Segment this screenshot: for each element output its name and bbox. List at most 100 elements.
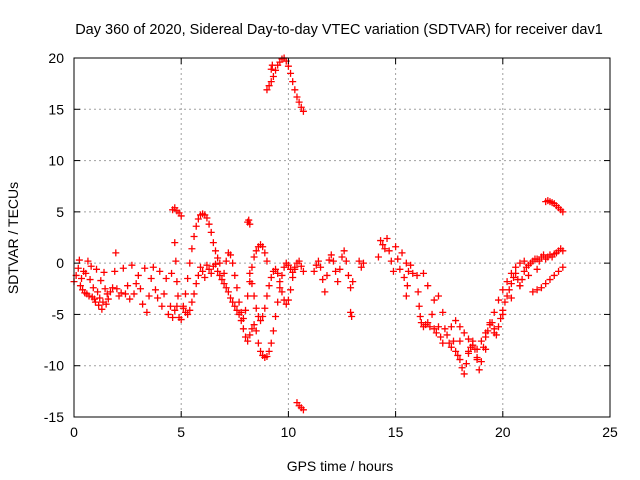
data-point	[87, 262, 95, 270]
y-tick-label: 5	[56, 204, 64, 220]
data-point	[126, 295, 134, 303]
grid-lines	[74, 58, 610, 417]
data-point	[443, 331, 451, 339]
data-point	[124, 282, 132, 290]
data-point	[396, 265, 404, 273]
data-point	[265, 347, 273, 355]
data-point	[141, 264, 149, 272]
data-point	[458, 364, 466, 372]
data-point	[501, 298, 509, 306]
y-tick-label: 20	[48, 50, 64, 66]
data-point	[158, 302, 166, 310]
y-tick-label: 10	[48, 153, 64, 169]
data-point	[452, 347, 460, 355]
data-point	[383, 235, 391, 243]
data-point	[377, 237, 385, 245]
data-point	[190, 290, 198, 298]
data-point	[525, 271, 533, 279]
data-point	[259, 312, 267, 320]
data-point	[499, 310, 507, 318]
data-point	[267, 65, 275, 73]
data-point	[162, 275, 170, 283]
data-point	[516, 259, 524, 267]
y-axis-ticks: -15 -10 -5 0 5 10 15 20	[44, 50, 610, 425]
data-point	[417, 319, 425, 327]
data-point	[151, 286, 159, 294]
data-point	[205, 265, 213, 273]
data-point	[143, 308, 151, 316]
data-point	[172, 257, 180, 265]
data-point	[409, 269, 417, 277]
data-point	[413, 271, 421, 279]
data-point	[121, 290, 129, 298]
data-point	[486, 319, 494, 327]
x-tick-label: 25	[602, 424, 618, 440]
data-point	[415, 302, 423, 310]
data-point	[212, 247, 220, 255]
data-point	[179, 302, 187, 310]
data-point	[475, 366, 483, 374]
data-point	[295, 257, 303, 265]
data-point	[559, 208, 567, 216]
data-point	[227, 251, 235, 259]
data-point	[460, 329, 468, 337]
data-point	[456, 323, 464, 331]
data-point	[233, 306, 241, 314]
data-point	[460, 370, 468, 378]
data-point	[454, 351, 462, 359]
data-point	[338, 253, 346, 261]
x-tick-label: 20	[495, 424, 511, 440]
data-point	[424, 282, 432, 290]
data-point	[184, 275, 192, 283]
data-point	[297, 103, 305, 111]
data-point	[154, 294, 162, 302]
y-tick-label: 0	[56, 255, 64, 271]
data-point	[101, 285, 109, 293]
data-point	[259, 243, 267, 251]
data-point	[319, 276, 327, 284]
data-point	[82, 269, 90, 277]
data-point	[402, 259, 410, 267]
data-point	[94, 288, 102, 296]
data-point	[248, 325, 256, 333]
data-point	[218, 276, 226, 284]
data-point	[477, 358, 485, 366]
data-point	[90, 295, 98, 303]
data-point	[194, 215, 202, 223]
data-point	[229, 259, 237, 267]
data-point	[263, 352, 271, 360]
data-point	[445, 339, 453, 347]
data-point	[233, 284, 241, 292]
data-point	[349, 278, 357, 286]
data-point	[430, 296, 438, 304]
data-point	[297, 262, 305, 270]
data-point	[132, 280, 140, 288]
data-point	[75, 256, 83, 264]
data-point	[207, 269, 215, 277]
data-point	[317, 263, 325, 271]
data-point	[456, 337, 464, 345]
data-point	[464, 335, 472, 343]
data-point	[261, 304, 269, 312]
data-point	[100, 268, 108, 276]
data-point	[139, 300, 147, 308]
data-point	[222, 257, 230, 265]
data-point	[550, 271, 558, 279]
data-point	[357, 263, 365, 271]
data-point	[321, 288, 329, 296]
data-point	[212, 260, 220, 268]
data-point	[394, 255, 402, 263]
data-point	[497, 315, 505, 323]
data-point	[342, 257, 350, 265]
data-point	[194, 271, 202, 279]
data-point	[214, 254, 222, 262]
data-point	[192, 222, 200, 230]
data-point	[381, 245, 389, 253]
data-point	[546, 276, 554, 284]
data-point	[359, 259, 367, 267]
data-point	[171, 239, 179, 247]
data-point	[449, 337, 457, 345]
data-point	[147, 275, 155, 283]
data-point	[430, 325, 438, 333]
data-point	[216, 259, 224, 267]
